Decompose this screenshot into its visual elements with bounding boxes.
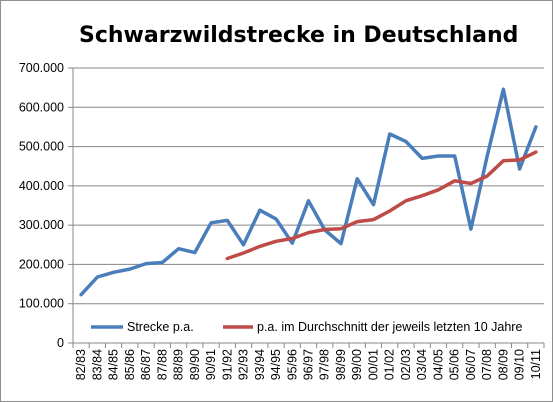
legend-label-strecke: Strecke p.a.: [127, 320, 194, 334]
y-tick-label: 300.000: [19, 218, 64, 232]
y-tick-label: 500.000: [19, 140, 64, 154]
x-tick-label: 89/90: [188, 349, 202, 380]
x-tick-label: 07/08: [480, 349, 494, 380]
x-tick-label: 94/95: [269, 349, 283, 380]
x-tick-label: 92/93: [237, 349, 251, 380]
x-tick-label: 83/84: [90, 349, 104, 380]
x-tick-label: 91/92: [220, 349, 234, 380]
x-tick-label: 88/89: [172, 349, 186, 380]
x-tick-label: 98/99: [334, 349, 348, 380]
y-tick-label: 400.000: [19, 179, 64, 193]
x-tick-label: 85/86: [123, 349, 137, 380]
x-tick-label: 06/07: [464, 349, 478, 380]
x-tick-label: 10/11: [529, 349, 543, 379]
x-tick-label: 00/01: [366, 349, 380, 380]
x-tick-label: 95/96: [285, 349, 299, 380]
x-tick-label: 01/02: [383, 349, 397, 380]
series-lines: [79, 87, 538, 297]
series-line-strecke: [79, 87, 538, 297]
series-line-durchschnitt: [225, 150, 538, 261]
chart-title: Schwarzwildstrecke in Deutschland: [79, 23, 518, 48]
y-tick-label: 200.000: [19, 257, 64, 271]
x-tick-label: 08/09: [496, 349, 510, 380]
x-tick-label: 96/97: [302, 349, 316, 380]
x-tick-label: 03/04: [415, 349, 429, 380]
x-tick-label: 04/05: [431, 349, 445, 380]
y-tick-label: 700.000: [19, 61, 64, 75]
gridlines: [73, 67, 544, 305]
x-tick-label: 09/10: [513, 349, 527, 380]
y-tick-label: 100.000: [19, 297, 64, 311]
y-axis-ticks: 0 100.000 200.000 300.000 400.000 500.000 600.…: [19, 61, 73, 350]
x-tick-label: 02/03: [399, 349, 413, 380]
x-tick-label: 82/83: [74, 349, 88, 380]
y-tick-label: 600.000: [19, 100, 64, 114]
x-tick-label: 87/88: [155, 349, 169, 380]
y-tick-label: 0: [57, 336, 64, 350]
x-tick-label: 90/91: [204, 349, 218, 380]
axes: [72, 68, 544, 344]
x-tick-label: 93/94: [253, 349, 267, 380]
x-tick-label: 97/98: [318, 349, 332, 380]
legend: Strecke p.a. p.a. im Durchschnitt der je…: [91, 320, 522, 334]
x-tick-label: 99/00: [350, 349, 364, 380]
x-tick-label: 86/87: [139, 349, 153, 380]
x-tick-label: 84/85: [107, 349, 121, 380]
legend-label-durchschnitt: p.a. im Durchschnitt der jeweils letzten…: [257, 320, 522, 334]
x-axis-ticks: 82/83 83/84 84/85 85/86 86/87 87/88 88/89 89/90…: [72, 343, 545, 380]
x-tick-label: 05/06: [448, 349, 462, 380]
